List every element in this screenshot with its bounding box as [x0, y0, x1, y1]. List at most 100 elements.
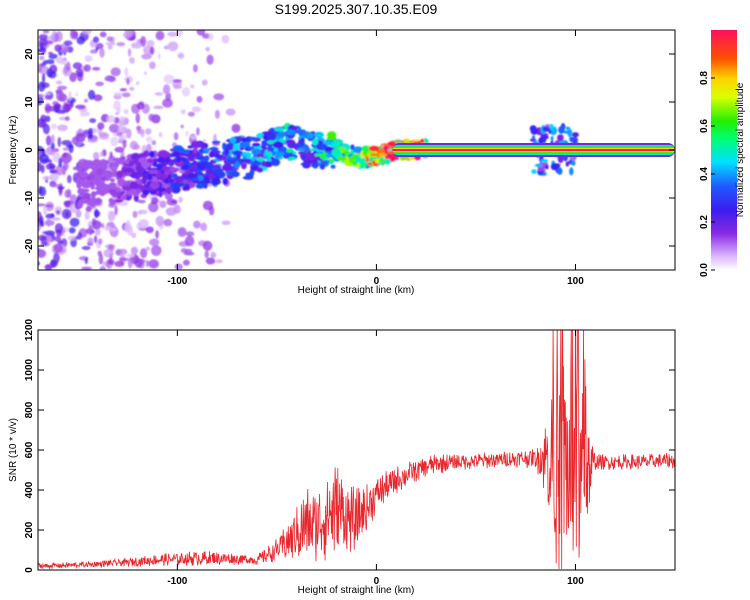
- spectrogram-energy-blob: [78, 188, 90, 193]
- spectrogram-energy-blob: [200, 141, 205, 150]
- spectrogram-burst-blob: [549, 123, 554, 131]
- spectrogram-noise-blob: [129, 86, 135, 91]
- spectrogram-energy-blob: [209, 151, 214, 158]
- spectrogram-noise-blob: [92, 66, 101, 71]
- spectrogram-noise-blob: [81, 246, 91, 250]
- spectrogram-noise-blob: [118, 123, 125, 135]
- spectrogram-noise-blob: [42, 60, 48, 65]
- spectrogram-noise-blob: [41, 176, 52, 180]
- spectrogram-energy-blob: [78, 162, 86, 168]
- spectrogram-energy-blob: [114, 162, 120, 168]
- spectrogram-energy-blob: [167, 160, 175, 167]
- colorbar-ticks: 0.0 0.2 0.4 0.6 0.8: [699, 71, 715, 277]
- spectrogram-noise-blob: [75, 68, 84, 78]
- spectrogram-energy-blob: [155, 172, 162, 178]
- spectrogram-noise-blob: [85, 206, 92, 213]
- y-tick-label: 200: [24, 521, 35, 538]
- spectrogram-noise-blob: [44, 264, 53, 270]
- spectrogram-noise-blob: [130, 246, 138, 255]
- spectrogram-ridge-band: [392, 149, 675, 151]
- spectrogram-noise-blob: [107, 210, 116, 222]
- spectrogram-noise-blob: [231, 123, 241, 133]
- spectrogram-energy-blob: [256, 167, 264, 173]
- spectrogram-noise-blob: [49, 173, 59, 182]
- y-tick-label: 400: [24, 481, 35, 498]
- spectrogram-burst-blob: [541, 135, 547, 142]
- spectrogram-noise-blob: [88, 127, 93, 137]
- spectrogram-noise-blob: [75, 104, 86, 110]
- spectrogram-energy-blob: [348, 155, 356, 164]
- spectrogram-noise-blob: [110, 136, 118, 147]
- spectrogram-energy-blob: [211, 177, 221, 185]
- spectrogram-noise-blob: [126, 128, 132, 139]
- spectrogram-noise-blob: [155, 215, 165, 227]
- spectrogram-noise-blob: [155, 30, 165, 41]
- spectrogram-noise-blob: [146, 40, 155, 47]
- spectrogram-noise-blob: [81, 266, 92, 270]
- spectrogram-burst-blob: [569, 167, 574, 176]
- spectrogram-noise-blob: [122, 140, 127, 149]
- spectrogram-noise-blob: [125, 253, 135, 258]
- spectrogram-energy-blob: [262, 134, 269, 139]
- spectrogram-noise-blob: [68, 143, 74, 154]
- spectrogram-noise-blob: [106, 227, 117, 231]
- spectrogram-noise-blob: [140, 128, 145, 138]
- spectrogram-burst-blob: [529, 138, 537, 142]
- spectrogram-noise-blob: [53, 252, 60, 264]
- spectrogram-noise-blob: [131, 232, 137, 238]
- spectrogram-energy-blob: [108, 182, 117, 187]
- spectrogram-noise-blob: [70, 30, 76, 40]
- spectrogram-noise-blob: [137, 258, 146, 264]
- spectrogram-energy-blob: [378, 152, 387, 157]
- spectrogram-noise-blob: [119, 88, 127, 92]
- spectrogram-energy-blob: [243, 141, 251, 147]
- spectrogram-noise-blob: [52, 152, 61, 163]
- spectrogram-energy-blob: [265, 151, 273, 157]
- spectrogram-noise-blob: [81, 30, 92, 35]
- spectrogram-noise-blob: [149, 46, 155, 55]
- spectrogram-energy-blob: [287, 156, 297, 161]
- spectrogram-energy-blob: [203, 148, 211, 153]
- spectrogram-noise-blob: [159, 200, 167, 209]
- spectrogram-energy-blob: [141, 161, 151, 168]
- spectrogram-noise-blob: [100, 151, 104, 157]
- spectrogram-burst-blob: [550, 163, 559, 171]
- colorbar-tick-label: 0.4: [699, 167, 710, 181]
- spectrogram-energy-blob: [123, 167, 135, 174]
- spectrogram-energy-blob: [130, 152, 141, 161]
- spectrogram-energy-blob: [123, 182, 132, 187]
- spectrogram-energy-blob: [232, 150, 243, 156]
- spectrogram-noise-blob: [131, 42, 142, 49]
- spectrogram-burst-blob: [540, 159, 549, 163]
- spectrogram-noise-blob: [63, 40, 73, 46]
- spectrogram-noise-blob: [124, 67, 129, 77]
- spectrogram-noise-blob: [38, 81, 46, 92]
- spectrogram-energy-blob: [124, 159, 130, 165]
- spectrogram-noise-blob: [64, 116, 70, 121]
- spectrogram-energy-blob: [229, 136, 237, 144]
- spectrogram-energy-blob: [171, 151, 182, 158]
- snr-x-ticks: -100 0 100: [167, 330, 584, 587]
- spectrogram-noise-blob: [46, 233, 52, 245]
- spectrogram-noise-blob: [151, 245, 162, 256]
- spectrogram-noise-blob: [57, 186, 65, 190]
- x-tick-label: 0: [374, 276, 380, 287]
- spectrogram-noise-blob: [79, 110, 90, 117]
- spectrogram-noise-blob: [183, 259, 190, 266]
- spectrogram-noise-blob: [61, 208, 72, 220]
- spectrogram-energy-blob: [75, 167, 84, 172]
- spectrogram-noise-blob: [88, 89, 96, 100]
- spectrogram-energy-blob: [352, 146, 364, 154]
- spectrogram-energy-blob: [182, 149, 190, 154]
- spectrogram-noise-blob: [213, 93, 225, 101]
- colorbar-tick-label: 0.8: [699, 71, 710, 85]
- spectrogram-energy-blob: [309, 159, 319, 164]
- spectrogram-energy-blob: [302, 145, 310, 153]
- spectrogram-energy-blob: [176, 156, 181, 163]
- spectrogram-noise-blob: [38, 93, 45, 98]
- spectrogram-noise-blob: [165, 192, 173, 201]
- spectrogram-noise-blob: [64, 189, 72, 198]
- colorbar-gradient: [711, 30, 737, 270]
- spectrogram-energy-blob: [233, 143, 240, 152]
